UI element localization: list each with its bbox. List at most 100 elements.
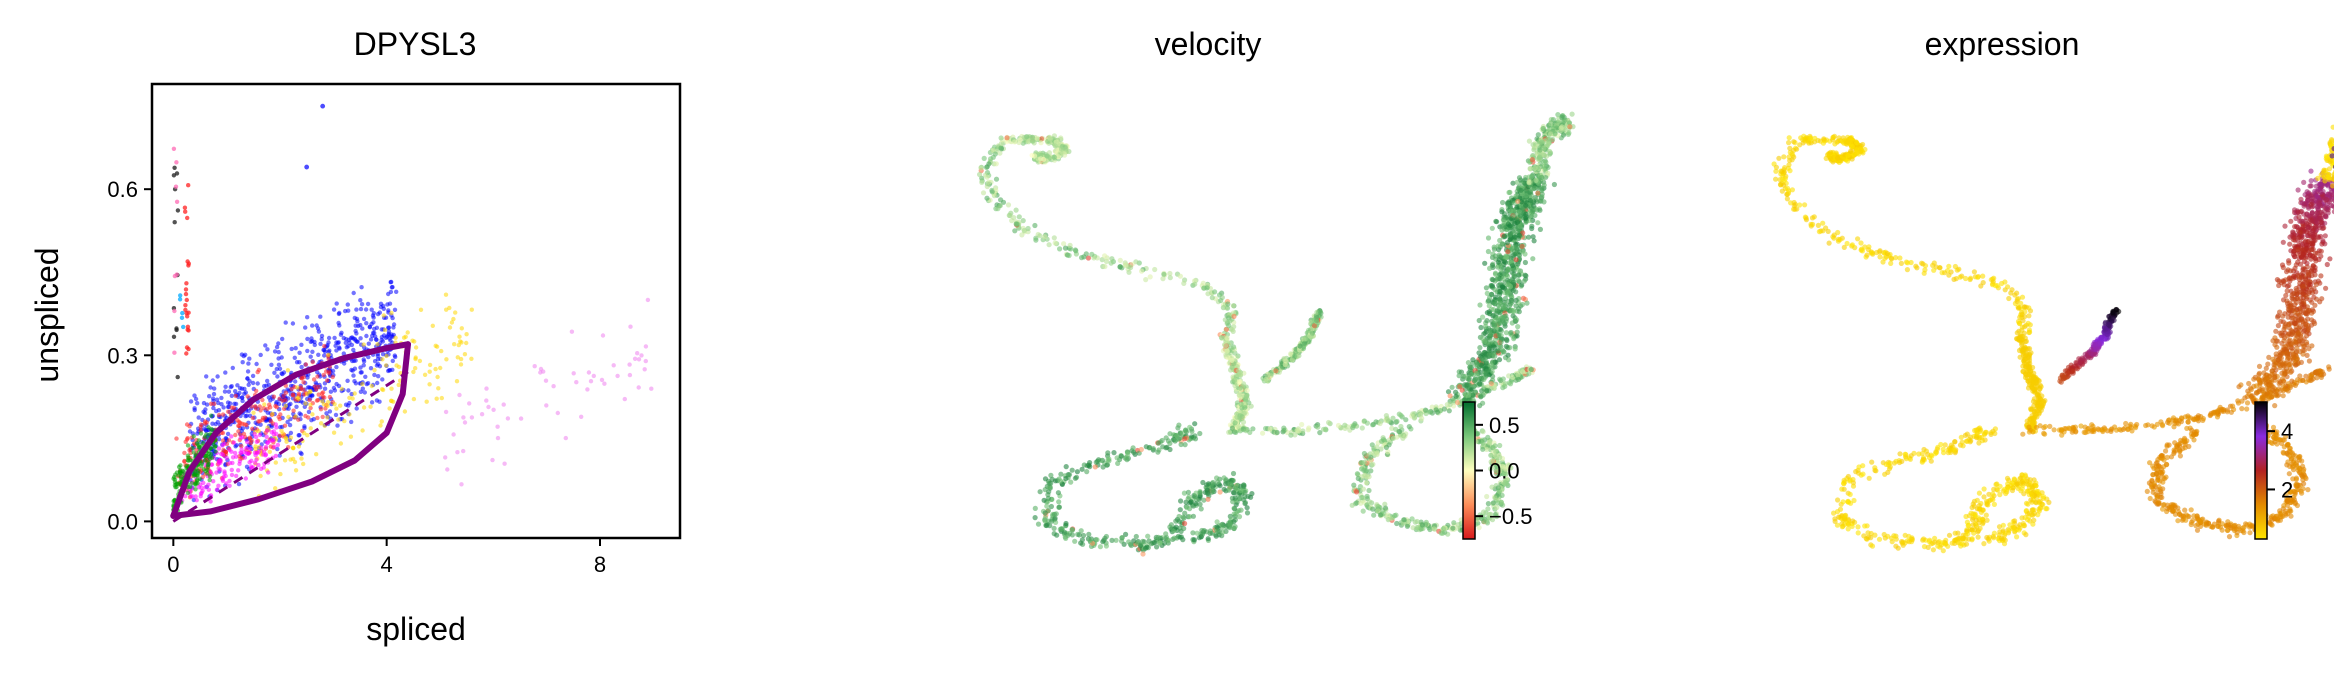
velocity-point [1189,428,1195,434]
velocity-point [1497,237,1503,244]
expression-point [1914,265,1920,271]
velocity-point [1477,302,1483,308]
velocity-point [1145,533,1151,539]
phase-point [484,386,489,391]
phase-point [364,321,369,326]
phase-point [348,434,354,439]
phase-point [308,405,313,411]
phase-point [324,369,329,374]
phase-point [237,423,242,429]
phase-point [196,445,202,450]
phase-point [396,364,402,370]
phase-point [331,307,337,312]
velocity-point [1212,289,1218,295]
phase-point [391,322,397,327]
phase-point [413,366,418,371]
phase-point [233,393,238,399]
phase-point [229,393,234,398]
velocity-point [1486,440,1493,446]
phase-point [393,335,398,340]
velocity-point [1100,464,1106,470]
phase-point [269,362,274,367]
velocity-point [1199,531,1206,537]
phase-point [283,390,289,395]
phase-point [302,431,307,436]
velocity-point [1486,325,1492,331]
phase-point [273,422,278,427]
phase-point [467,401,472,406]
velocity-point [1139,268,1145,274]
velocity-point [1047,523,1053,529]
phase-point [396,382,401,388]
phase-point [264,434,269,439]
phase-point [172,220,177,225]
velocity-point [1363,480,1369,486]
velocity-point [1471,383,1477,389]
velocity-point [1539,174,1545,180]
velocity-point [1151,539,1157,546]
velocity-point [1506,282,1512,288]
expression-point [1880,259,1886,265]
phase-point [206,461,211,467]
velocity-point [1037,156,1044,162]
velocity-point [1485,248,1491,255]
phase-point [322,343,327,349]
velocity-point [1111,450,1117,456]
phase-point [291,393,296,398]
velocity-point [1497,254,1503,260]
phase-point [186,263,191,268]
phase-point [207,474,213,479]
phase-point [259,445,264,451]
phase-point [293,414,298,419]
velocity-point [1223,352,1229,358]
phase-point [277,416,282,422]
velocity-point [1250,426,1256,432]
phase-point [261,449,267,454]
phase-point [336,311,342,317]
phase-point [274,404,279,410]
phase-point [642,367,647,372]
phase-point [327,348,332,353]
phase-point [331,385,337,391]
phase-point [544,403,549,408]
phase-point [451,432,456,437]
phase-point [413,345,419,350]
phase-point [379,337,384,343]
velocity-point [1548,121,1554,127]
y-tick-label: 0.6 [107,177,138,202]
velocity-point [1514,244,1520,250]
velocity-point [1515,198,1521,204]
expression-title: expression [1925,26,2080,62]
phase-point [289,346,294,352]
velocity-point [1487,265,1493,271]
velocity-point [1045,495,1051,501]
velocity-point [1409,516,1415,522]
phase-point [238,450,243,455]
velocity-point [1532,165,1538,171]
velocity-point [1224,335,1230,341]
expression-point [1803,217,1809,223]
phase-point [363,374,368,379]
phase-point [314,323,319,328]
velocity-point [984,174,990,180]
velocity-point [1167,431,1173,437]
velocity-point [1103,543,1109,549]
velocity-point [1551,181,1557,188]
velocity-point [1515,277,1521,284]
expression-point [1991,275,1997,281]
phase-point [306,415,311,420]
phase-point [298,412,304,417]
velocity-point [1552,130,1558,136]
velocity-point [1218,335,1225,341]
velocity-point [1244,510,1251,516]
velocity-point [1390,435,1397,441]
phase-point [185,259,190,264]
velocity-point [1263,425,1269,432]
velocity-point [1541,145,1547,151]
phase-point [174,171,180,176]
phase-point [236,468,241,473]
phase-point [330,374,335,380]
phase-point [235,418,240,423]
velocity-point [1492,443,1498,449]
phase-point [220,412,226,417]
